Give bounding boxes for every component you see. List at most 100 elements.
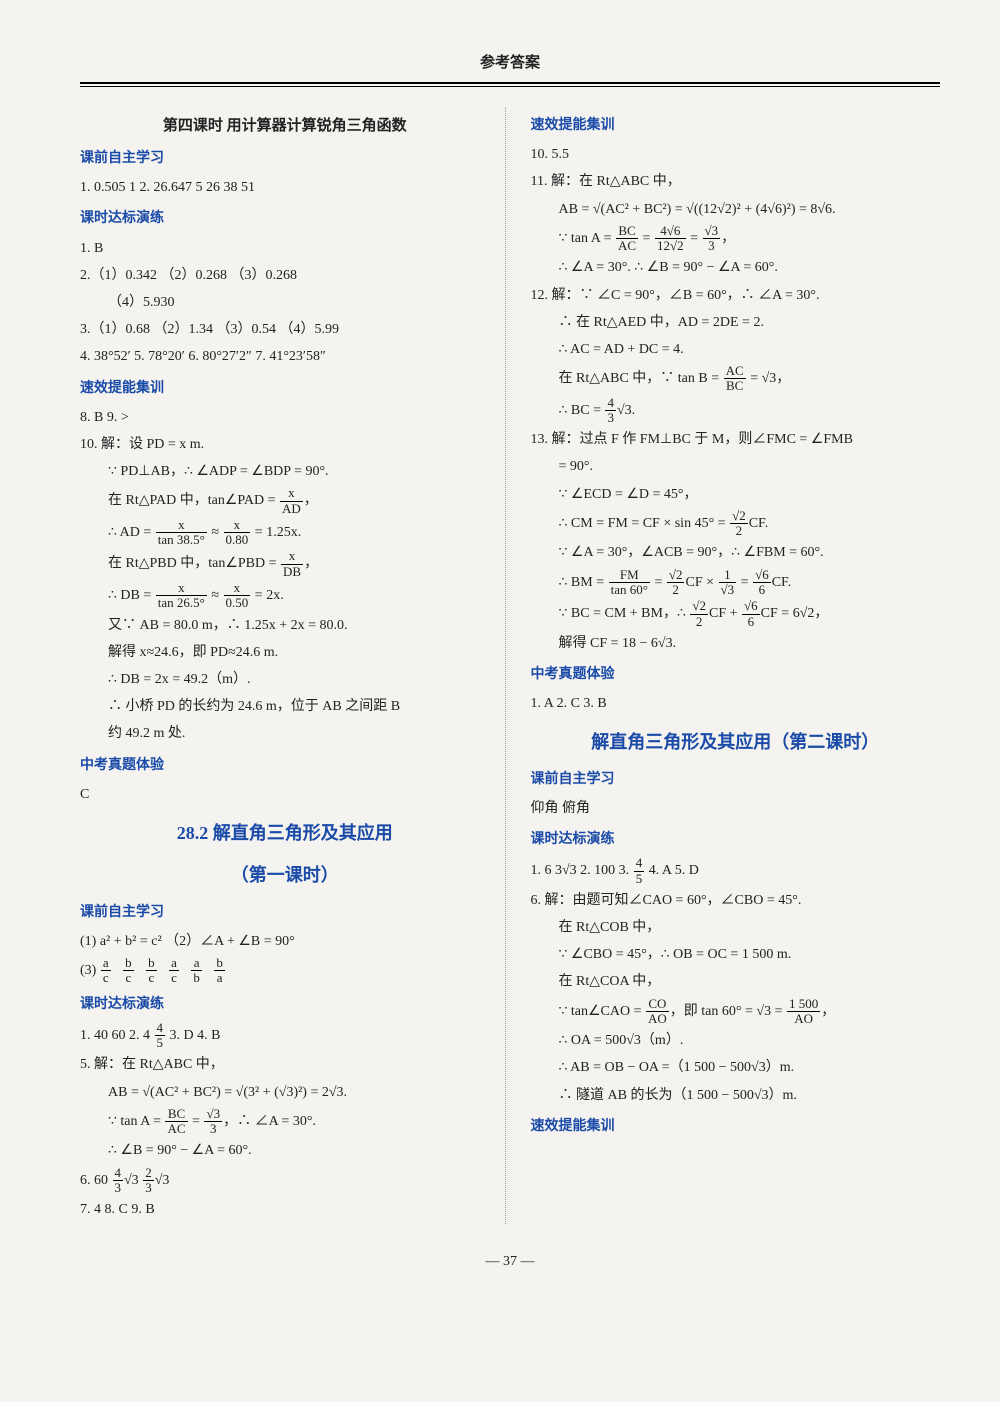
t: √3 <box>155 1173 170 1188</box>
t: ≈ <box>208 588 223 603</box>
t: = <box>189 1114 204 1129</box>
text-line: 约 49.2 m 处. <box>80 721 490 746</box>
t: = <box>687 231 702 246</box>
t: ， <box>304 493 318 508</box>
text-line: 1. 6 3√3 2. 100 3. 45 4. A 5. D <box>531 856 941 886</box>
fraction: BCAC <box>616 224 638 254</box>
t: ，即 tan 60° = √3 = <box>670 1004 786 1019</box>
text-line: ∴ ∠A = 30°. ∴ ∠B = 90° − ∠A = 60°. <box>531 255 941 280</box>
t: ，∴ ∠A = 30°. <box>223 1114 316 1129</box>
text-line: 5. 解：在 Rt△ABC 中， <box>80 1052 490 1077</box>
fraction: ac <box>101 956 111 986</box>
sub-exam-r: 中考真题体验 <box>531 662 941 687</box>
t: CF = 6√2， <box>761 606 829 621</box>
text-line: 8. B 9. > <box>80 405 490 430</box>
text-line: = 90°. <box>531 454 941 479</box>
t: ∴ AD = <box>108 525 155 540</box>
text-line: 在 Rt△ABC 中，∵ tan B = ACBC = √3， <box>531 364 941 394</box>
t: = <box>651 575 666 590</box>
t: 1. 40 60 2. 4 <box>80 1028 154 1043</box>
text-line: ∴ AC = AD + DC = 4. <box>531 337 941 362</box>
t: √3 <box>124 1173 142 1188</box>
sub-preclass2: 课前自主学习 <box>80 900 490 925</box>
fraction: xtan 26.5° <box>156 581 207 611</box>
fraction: x0.50 <box>224 581 251 611</box>
t: 在 Rt△ABC 中，∵ tan B = <box>559 371 723 386</box>
section-28-2-subtitle: （第一课时） <box>80 859 490 891</box>
fraction: 43 <box>605 396 616 426</box>
text-line: ∴ 在 Rt△AED 中，AD = 2DE = 2. <box>531 310 941 335</box>
sub-practice: 课时达标演练 <box>80 206 490 231</box>
fraction: 45 <box>155 1021 166 1051</box>
fraction: 43 <box>113 1166 124 1196</box>
fraction: COAO <box>646 997 669 1027</box>
text-line: ∵ tan∠CAO = COAO，即 tan 60° = √3 = 1 500A… <box>531 997 941 1027</box>
t: = <box>639 231 654 246</box>
fraction: xDB <box>281 549 303 579</box>
text-line: 解得 x≈24.6，即 PD≈24.6 m. <box>80 640 490 665</box>
text-line: ∴ AB = OB − OA =（1 500 − 500√3）m. <box>531 1055 941 1080</box>
fraction: 23 <box>143 1166 154 1196</box>
text-line: 7. 4 8. C 9. B <box>80 1197 490 1222</box>
text-line: AB = √(AC² + BC²) = √((12√2)² + (4√6)²) … <box>531 197 941 222</box>
sub-practice2: 课时达标演练 <box>80 992 490 1017</box>
text-line: C <box>80 782 490 807</box>
t: 3. D 4. B <box>166 1028 220 1043</box>
t: √3. <box>617 403 635 418</box>
text-line: ∵ ∠CBO = 45°，∴ OB = OC = 1 500 m. <box>531 942 941 967</box>
t: ∴ BC = <box>559 403 605 418</box>
text-line: 11. 解：在 Rt△ABC 中， <box>531 169 941 194</box>
text-line: 4. 38°52′ 5. 78°20′ 6. 80°27′2″ 7. 41°23… <box>80 344 490 369</box>
fraction: √66 <box>742 599 760 629</box>
text-line: 3.（1）0.68 （2）1.34 （3）0.54 （4）5.99 <box>80 317 490 342</box>
fraction: ba <box>214 956 225 986</box>
fraction: √33 <box>204 1107 222 1137</box>
text-line: AB = √(AC² + BC²) = √(3² + (√3)²) = 2√3. <box>80 1080 490 1105</box>
text-line: ∴ 隧道 AB 的长为（1 500 − 500√3）m. <box>531 1083 941 1108</box>
text-line: (1) a² + b² = c² （2）∠A + ∠B = 90° <box>80 929 490 954</box>
text-line: 6. 解：由题可知∠CAO = 60°，∠CBO = 45°. <box>531 888 941 913</box>
left-column: 第四课时 用计算器计算锐角三角函数 课前自主学习 1. 0.505 1 2. 2… <box>80 107 506 1224</box>
t: 在 Rt△PAD 中，tan∠PAD = <box>108 493 279 508</box>
sub-speed-r: 速效提能集训 <box>531 113 941 138</box>
text-line: 12. 解：∵ ∠C = 90°，∠B = 60°，∴ ∠A = 30°. <box>531 283 941 308</box>
fraction: 4√612√2 <box>655 224 686 254</box>
text-line: ∴ CM = FM = CF × sin 45° = √22CF. <box>531 509 941 539</box>
fraction: bc <box>146 956 157 986</box>
t: ∵ tan A = <box>108 1114 164 1129</box>
text-line: 2.（1）0.342 （2）0.268 （3）0.268 <box>80 263 490 288</box>
text-line: 仰角 俯角 <box>531 796 941 821</box>
text-line: 13. 解：过点 F 作 FM⊥BC 于 M，则∠FMC = ∠FMB <box>531 427 941 452</box>
text-line: 在 Rt△COA 中， <box>531 969 941 994</box>
section-28-2-title: 28.2 解直角三角形及其应用 <box>80 817 490 849</box>
text-line: ∵ ∠A = 30°，∠ACB = 90°，∴ ∠FBM = 60°. <box>531 540 941 565</box>
page-number: — 37 — <box>80 1249 940 1274</box>
fraction: ACBC <box>724 364 746 394</box>
fraction: xAD <box>280 486 303 516</box>
sub-speed-r2: 速效提能集训 <box>531 1114 941 1139</box>
fraction: bc <box>123 956 134 986</box>
page-header: 参考答案 <box>80 50 940 84</box>
t: CF + <box>709 606 741 621</box>
t: = <box>737 575 752 590</box>
sub-practice-r: 课时达标演练 <box>531 827 941 852</box>
sub-preclass: 课前自主学习 <box>80 146 490 171</box>
text-line: ∵ BC = CM + BM，∴ √22CF + √66CF = 6√2， <box>531 599 941 629</box>
sub-speed: 速效提能集训 <box>80 376 490 401</box>
text-line: 1. B <box>80 236 490 261</box>
sub-exam: 中考真题体验 <box>80 753 490 778</box>
text-line: ∴ OA = 500√3（m）. <box>531 1028 941 1053</box>
text-line: 1. 40 60 2. 4 45 3. D 4. B <box>80 1021 490 1051</box>
t: CF. <box>772 575 792 590</box>
fraction: √66 <box>753 568 771 598</box>
fraction: xtan 38.5° <box>156 518 207 548</box>
t: (3) <box>80 963 100 978</box>
text-line: ∴ BM = FMtan 60° = √22CF × 1√3 = √66CF. <box>531 568 941 598</box>
t: CF. <box>749 516 769 531</box>
text-line: ∵ tan A = BCAC = 4√612√2 = √33， <box>531 224 941 254</box>
t: = 1.25x. <box>251 525 301 540</box>
t: 6. 60 <box>80 1173 112 1188</box>
t: ， <box>821 1004 835 1019</box>
t: 在 Rt△PBD 中，tan∠PBD = <box>108 556 280 571</box>
section-lesson2-title: 解直角三角形及其应用（第二课时） <box>531 726 941 758</box>
